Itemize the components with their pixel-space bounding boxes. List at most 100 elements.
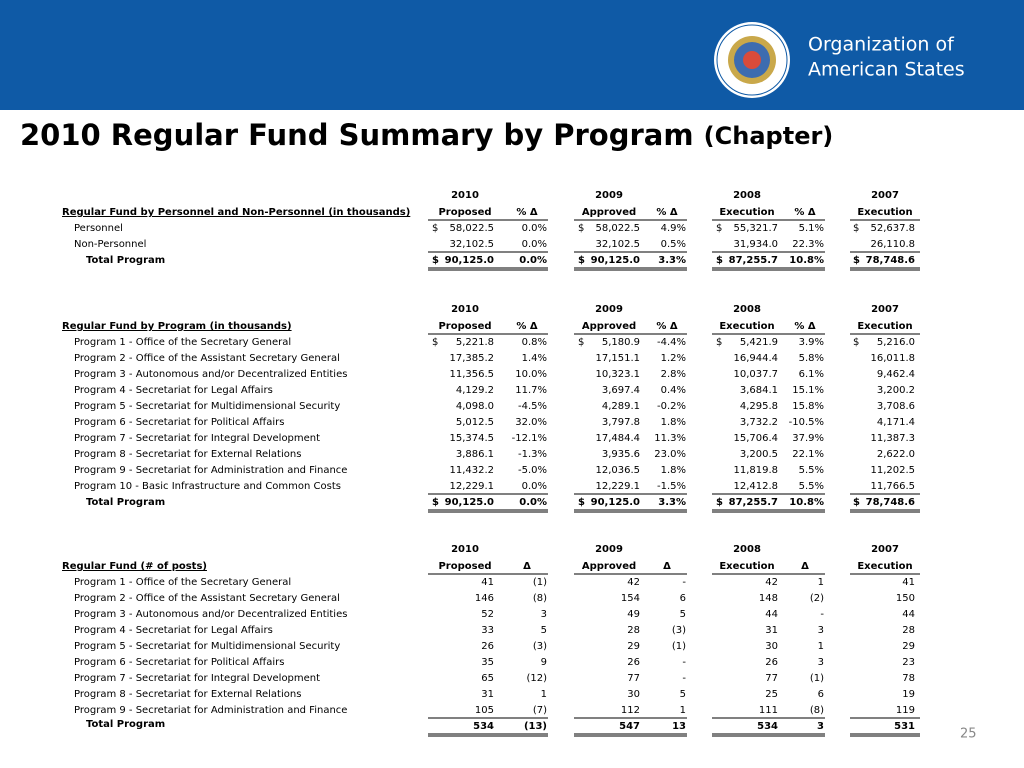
cell: 3,708.6 bbox=[877, 401, 915, 412]
page-number: 25 bbox=[960, 727, 977, 742]
cell: 3 bbox=[818, 625, 824, 636]
label-header: Regular Fund by Program (in thousands) bbox=[62, 321, 292, 332]
cell: 0.0% bbox=[522, 223, 547, 234]
cell: 0.0% bbox=[522, 481, 547, 492]
cell: 12,412.8 bbox=[733, 481, 778, 492]
cell: 150 bbox=[896, 593, 915, 604]
cell: 3 bbox=[541, 609, 547, 620]
cell: 65 bbox=[481, 673, 494, 684]
cell: 10.0% bbox=[515, 369, 547, 380]
column-header: % Δ bbox=[794, 207, 816, 218]
cell: 5,216.0 bbox=[877, 337, 915, 348]
cell: 26 bbox=[481, 641, 494, 652]
row-label: Program 2 - Office of the Assistant Secr… bbox=[74, 353, 340, 364]
currency: $ bbox=[853, 255, 860, 266]
cell: 37.9% bbox=[792, 433, 824, 444]
cell: 1.2% bbox=[661, 353, 686, 364]
cell: 5.5% bbox=[799, 465, 824, 476]
cell: -10.5% bbox=[789, 417, 824, 428]
cell: 25 bbox=[765, 689, 778, 700]
cell: 52,637.8 bbox=[870, 223, 915, 234]
currency: $ bbox=[432, 497, 439, 508]
cell: 4.9% bbox=[661, 223, 686, 234]
currency: $ bbox=[578, 255, 585, 266]
currency: $ bbox=[578, 223, 584, 234]
cell: (1) bbox=[810, 673, 824, 684]
row-label: Program 8 - Secretariat for External Rel… bbox=[74, 689, 301, 700]
cell: 3.3% bbox=[658, 497, 686, 508]
label-header: Regular Fund (# of posts) bbox=[62, 561, 207, 572]
cell: 5 bbox=[680, 689, 686, 700]
cell: -1.5% bbox=[657, 481, 686, 492]
cell: - bbox=[820, 609, 824, 620]
cell: (13) bbox=[524, 721, 547, 732]
cell: 28 bbox=[627, 625, 640, 636]
cell: 5,180.9 bbox=[602, 337, 640, 348]
cell: -4.5% bbox=[518, 401, 547, 412]
row-label: Program 7 - Secretariat for Integral Dev… bbox=[74, 673, 320, 684]
row-label: Program 5 - Secretariat for Multidimensi… bbox=[74, 401, 340, 412]
row-label: Program 3 - Autonomous and/or Decentrali… bbox=[74, 609, 347, 620]
cell: 3,935.6 bbox=[602, 449, 640, 460]
row-label: Total Program bbox=[86, 719, 165, 730]
cell: 0.0% bbox=[519, 255, 547, 266]
column-header: Execution bbox=[857, 561, 912, 572]
cell: 5,221.8 bbox=[456, 337, 494, 348]
cell: 3.3% bbox=[658, 255, 686, 266]
cell: 90,125.0 bbox=[591, 497, 640, 508]
cell: (3) bbox=[533, 641, 547, 652]
cell: 87,255.7 bbox=[729, 497, 778, 508]
cell: 534 bbox=[473, 721, 494, 732]
cell: 534 bbox=[757, 721, 778, 732]
cell: 12,229.1 bbox=[595, 481, 640, 492]
cell: 29 bbox=[627, 641, 640, 652]
cell: (8) bbox=[810, 705, 824, 716]
cell: 26 bbox=[765, 657, 778, 668]
cell: 87,255.7 bbox=[729, 255, 778, 266]
currency: $ bbox=[432, 223, 438, 234]
cell: 41 bbox=[481, 577, 494, 588]
cell: 1.8% bbox=[661, 465, 686, 476]
cell: 32,102.5 bbox=[595, 239, 640, 250]
cell: 10.8% bbox=[789, 255, 824, 266]
row-label: Program 9 - Secretariat for Administrati… bbox=[74, 705, 347, 716]
cell: 5.8% bbox=[799, 353, 824, 364]
cell: 28 bbox=[902, 625, 915, 636]
column-header: Approved bbox=[582, 207, 636, 218]
cell: 0.0% bbox=[519, 497, 547, 508]
cell: 23.0% bbox=[654, 449, 686, 460]
currency: $ bbox=[578, 497, 585, 508]
header-bar bbox=[0, 0, 1024, 110]
cell: 10,323.1 bbox=[595, 369, 640, 380]
cell: 15,374.5 bbox=[449, 433, 494, 444]
cell: 17,151.1 bbox=[595, 353, 640, 364]
org-name: American States bbox=[808, 59, 965, 81]
cell: 0.0% bbox=[522, 239, 547, 250]
cell: 4,098.0 bbox=[456, 401, 494, 412]
cell: 31,934.0 bbox=[733, 239, 778, 250]
cell: 90,125.0 bbox=[445, 255, 494, 266]
row-label: Program 4 - Secretariat for Legal Affair… bbox=[74, 385, 273, 396]
year-header: 2010 bbox=[451, 304, 479, 315]
row-label: Program 1 - Office of the Secretary Gene… bbox=[74, 337, 291, 348]
cell: 35 bbox=[481, 657, 494, 668]
cell: 12,036.5 bbox=[595, 465, 640, 476]
row-label: Program 3 - Autonomous and/or Decentrali… bbox=[74, 369, 347, 380]
cell: (12) bbox=[526, 673, 547, 684]
cell: 11,432.2 bbox=[449, 465, 494, 476]
currency: $ bbox=[716, 337, 722, 348]
cell: 6.1% bbox=[799, 369, 824, 380]
row-label: Program 7 - Secretariat for Integral Dev… bbox=[74, 433, 320, 444]
cell: 58,022.5 bbox=[449, 223, 494, 234]
cell: 2,622.0 bbox=[877, 449, 915, 460]
label-header: Regular Fund by Personnel and Non-Person… bbox=[62, 207, 410, 218]
column-header: % Δ bbox=[656, 207, 678, 218]
cell: 1 bbox=[818, 577, 824, 588]
cell: (3) bbox=[672, 625, 686, 636]
year-header: 2009 bbox=[595, 190, 623, 201]
cell: 90,125.0 bbox=[591, 255, 640, 266]
cell: -4.4% bbox=[657, 337, 686, 348]
row-label: Total Program bbox=[86, 497, 165, 508]
cell: 4,289.1 bbox=[602, 401, 640, 412]
